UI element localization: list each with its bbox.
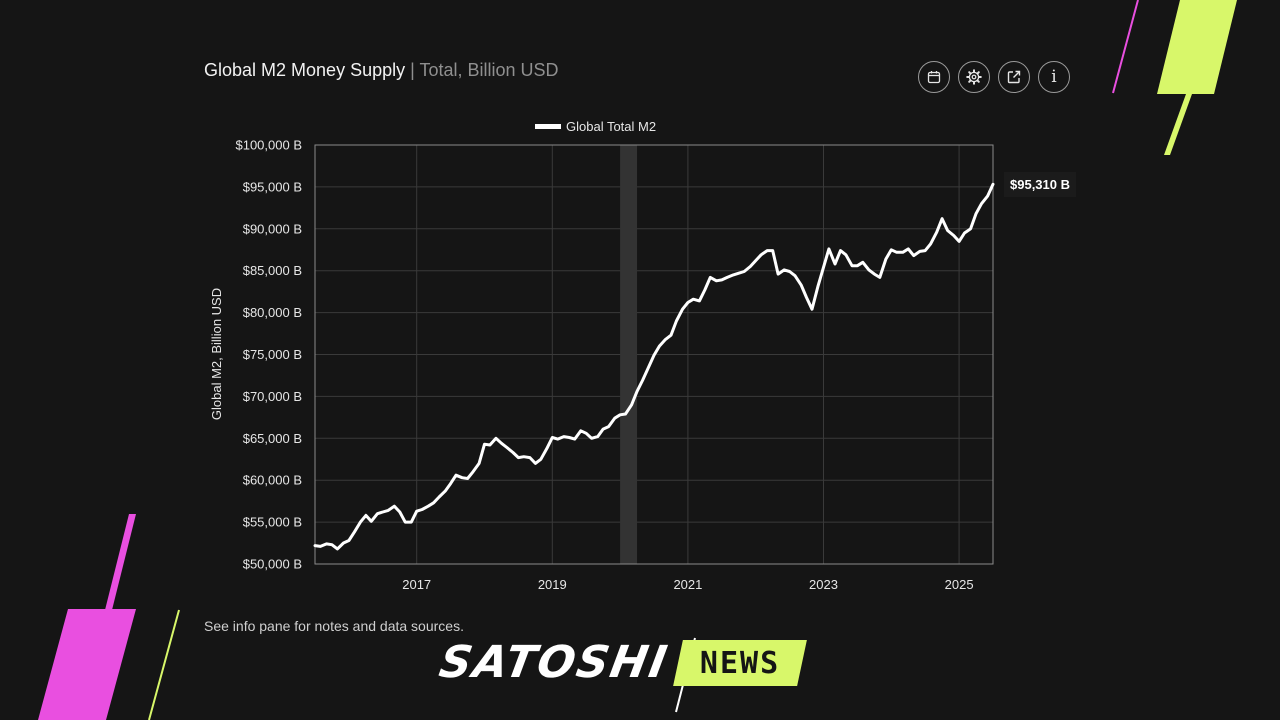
y-tick-label: $100,000 B bbox=[235, 138, 302, 153]
last-value-badge-bg bbox=[1004, 172, 1076, 197]
y-tick-label: $80,000 B bbox=[243, 305, 302, 320]
series-line bbox=[313, 182, 995, 551]
y-tick-label: $90,000 B bbox=[243, 221, 302, 236]
legend-swatch bbox=[535, 124, 561, 129]
recession-shading bbox=[620, 145, 638, 564]
date-range-button[interactable] bbox=[918, 61, 950, 93]
y-tick-label: $65,000 B bbox=[243, 431, 302, 446]
info-button[interactable]: i bbox=[1038, 61, 1070, 93]
x-tick-label: 2019 bbox=[538, 577, 567, 592]
x-tick-label: 2023 bbox=[809, 577, 838, 592]
series-global-total-m2 bbox=[313, 182, 995, 551]
y-tick-label: $95,000 B bbox=[243, 179, 302, 194]
y-tick-label: $55,000 B bbox=[243, 515, 302, 530]
y-axis-label: Global M2, Billion USD bbox=[209, 288, 224, 420]
page-subtitle: | Total, Billion USD bbox=[410, 60, 559, 80]
brand-news-box: NEWS bbox=[672, 640, 807, 686]
x-tick-label: 2017 bbox=[402, 577, 431, 592]
chart-title: Global M2 Money Supply | Total, Billion … bbox=[204, 60, 559, 81]
plot-frame bbox=[314, 144, 994, 565]
external-link-icon bbox=[1007, 70, 1021, 84]
settings-button[interactable] bbox=[958, 61, 990, 93]
page-title: Global M2 Money Supply bbox=[204, 60, 406, 80]
open-external-button[interactable] bbox=[998, 61, 1030, 93]
info-icon: i bbox=[1051, 66, 1057, 87]
gear-icon bbox=[966, 69, 982, 85]
y-axis-ticks: $50,000 B $55,000 B $60,000 B $65,000 B $70,… bbox=[235, 138, 302, 572]
brand-logo: SATOSHI NEWS bbox=[436, 637, 807, 688]
brand-news: NEWS bbox=[699, 645, 781, 681]
x-tick-label: 2021 bbox=[673, 577, 702, 592]
brand-satoshi: SATOSHI bbox=[435, 637, 673, 688]
footnote: See info pane for notes and data sources… bbox=[204, 618, 464, 634]
chart-toolbar: i bbox=[918, 61, 1070, 93]
y-tick-label: $50,000 B bbox=[243, 557, 302, 572]
x-axis-ticks: 2017 2019 2021 2023 2025 bbox=[402, 577, 973, 592]
y-tick-label: $70,000 B bbox=[243, 389, 302, 404]
y-tick-label: $85,000 B bbox=[243, 263, 302, 278]
y-tick-label: $75,000 B bbox=[243, 347, 302, 362]
x-tick-label: 2025 bbox=[945, 577, 974, 592]
last-value-badge: $95,310 B bbox=[1004, 172, 1076, 197]
line-chart: $50,000 B $55,000 B $60,000 B $65,000 B $70,… bbox=[209, 119, 1076, 592]
y-tick-label: $60,000 B bbox=[243, 473, 302, 488]
last-value-label: $95,310 B bbox=[1010, 177, 1070, 192]
calendar-icon bbox=[927, 71, 941, 84]
legend[interactable]: Global Total M2 bbox=[535, 119, 656, 134]
legend-label: Global Total M2 bbox=[566, 119, 656, 134]
